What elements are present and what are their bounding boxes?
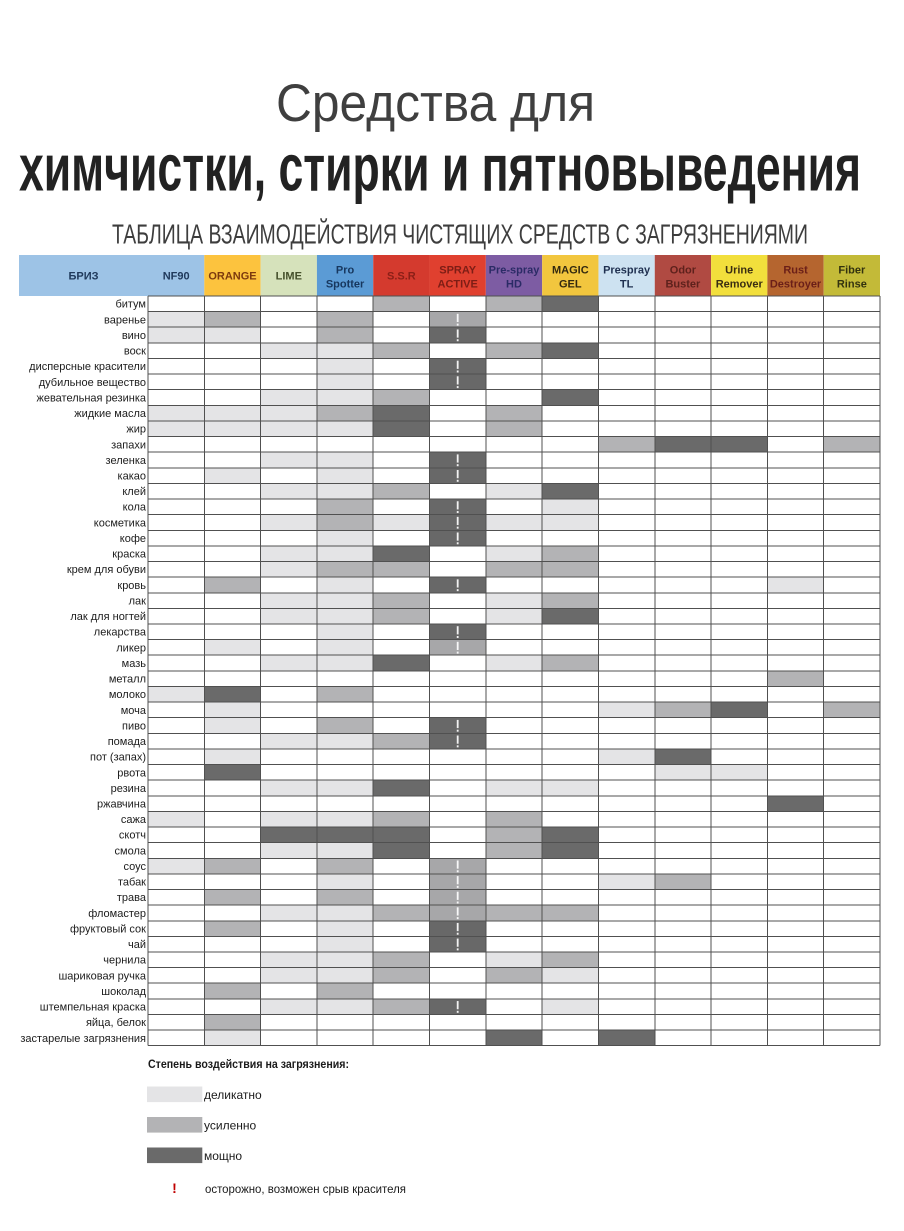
svg-text:запахи: запахи [111, 439, 146, 451]
svg-text:трава: трава [117, 892, 147, 904]
svg-text:Степень воздействия на загрязн: Степень воздействия на загрязнения: [148, 1057, 349, 1071]
svg-text:мощно: мощно [204, 1149, 242, 1163]
svg-text:сажа: сажа [121, 814, 147, 826]
svg-text:Prespray: Prespray [603, 265, 651, 277]
svg-text:шоколад: шоколад [101, 986, 146, 998]
svg-text:Buster: Buster [665, 279, 701, 291]
svg-text:химчистки, стирки и пятновывед: химчистки, стирки и пятновыведения [19, 131, 861, 205]
svg-text:БРИЗ: БРИЗ [68, 271, 98, 283]
svg-text:Odor: Odor [670, 265, 697, 277]
svg-text:SPRAY: SPRAY [439, 265, 477, 277]
svg-text:дубильное вещество: дубильное вещество [39, 377, 146, 389]
svg-text:Rinse: Rinse [837, 279, 867, 291]
svg-text:TL: TL [620, 279, 634, 291]
svg-text:деликатно: деликатно [204, 1088, 262, 1102]
svg-text:резина: резина [111, 783, 147, 795]
svg-text:скотч: скотч [119, 830, 146, 842]
svg-text:!: ! [172, 1180, 177, 1196]
svg-text:шариковая ручка: шариковая ручка [58, 970, 146, 982]
svg-text:жевательная резинка: жевательная резинка [36, 392, 146, 404]
svg-text:ликер: ликер [116, 642, 146, 654]
svg-text:Destroyer: Destroyer [770, 279, 822, 291]
svg-text:ORANGE: ORANGE [208, 271, 256, 283]
svg-text:яйца, белок: яйца, белок [86, 1017, 146, 1029]
svg-text:штемпельная краска: штемпельная краска [40, 1002, 147, 1014]
svg-text:чернила: чернила [103, 955, 147, 967]
svg-text:лекарства: лекарства [94, 627, 147, 639]
svg-text:лак: лак [129, 595, 147, 607]
svg-text:дисперсные красители: дисперсные красители [29, 361, 146, 373]
svg-text:битум: битум [115, 299, 146, 311]
svg-text:Remover: Remover [716, 279, 764, 291]
svg-text:осторожно, возможен срыв краси: осторожно, возможен срыв красителя [205, 1182, 406, 1196]
svg-text:Rust: Rust [783, 265, 808, 277]
svg-text:металл: металл [109, 674, 146, 686]
svg-text:моча: моча [121, 705, 147, 717]
svg-text:кола: кола [123, 502, 147, 514]
svg-text:фруктовый сок: фруктовый сок [70, 923, 146, 935]
svg-text:ржавчина: ржавчина [97, 799, 147, 811]
svg-text:лак для ногтей: лак для ногтей [70, 611, 146, 623]
svg-text:табак: табак [118, 877, 146, 889]
svg-text:Pro: Pro [336, 265, 355, 277]
svg-text:какао: какао [118, 471, 146, 483]
svg-text:Средства для: Средства для [276, 74, 595, 133]
svg-text:Pre-spray: Pre-spray [489, 265, 541, 277]
svg-text:NF90: NF90 [163, 271, 190, 283]
svg-text:варенье: варенье [104, 314, 146, 326]
svg-text:крем для обуви: крем для обуви [67, 564, 146, 576]
svg-text:жидкие масла: жидкие масла [74, 408, 147, 420]
svg-text:GEL: GEL [559, 279, 582, 291]
svg-text:усиленно: усиленно [204, 1119, 256, 1133]
svg-text:Spotter: Spotter [326, 279, 365, 291]
svg-text:краска: краска [112, 549, 147, 561]
svg-text:пиво: пиво [122, 720, 146, 732]
svg-text:чай: чай [128, 939, 146, 951]
svg-text:ТАБЛИЦА ВЗАИМОДЕЙСТВИЯ ЧИСТЯЩИ: ТАБЛИЦА ВЗАИМОДЕЙСТВИЯ ЧИСТЯЩИХ СРЕДСТВ … [112, 219, 808, 250]
svg-text:жир: жир [126, 424, 146, 436]
svg-text:фломастер: фломастер [88, 908, 146, 920]
svg-text:MAGIC: MAGIC [552, 265, 589, 277]
svg-text:клей: клей [122, 486, 146, 498]
svg-text:S.S.R: S.S.R [387, 271, 416, 283]
svg-text:пот (запах): пот (запах) [90, 752, 146, 764]
svg-text:молоко: молоко [109, 689, 146, 701]
svg-text:Fiber: Fiber [838, 265, 866, 277]
svg-text:ACTIVE: ACTIVE [438, 279, 478, 291]
svg-text:кровь: кровь [117, 580, 146, 592]
svg-text:соус: соус [124, 861, 147, 873]
svg-text:застарелые загрязнения: застарелые загрязнения [20, 1033, 146, 1045]
svg-text:кофе: кофе [120, 533, 146, 545]
svg-text:зеленка: зеленка [106, 455, 147, 467]
svg-text:HD: HD [506, 279, 522, 291]
svg-text:рвота: рвота [117, 767, 147, 779]
svg-text:смола: смола [115, 845, 147, 857]
svg-text:воск: воск [124, 346, 146, 358]
svg-text:косметика: косметика [94, 517, 147, 529]
svg-text:помада: помада [108, 736, 147, 748]
svg-text:Urine: Urine [725, 265, 753, 277]
svg-text:LIME: LIME [276, 271, 302, 283]
svg-text:мазь: мазь [122, 658, 147, 670]
svg-text:вино: вино [122, 330, 146, 342]
